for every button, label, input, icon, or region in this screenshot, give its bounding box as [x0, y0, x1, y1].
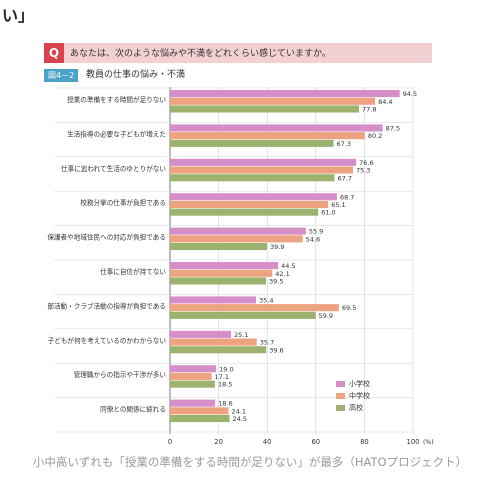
value-label: 87.5 [386, 125, 400, 133]
bar-elementary [170, 124, 383, 132]
bar-high-school [170, 415, 230, 423]
category-label: 授業の準備をする時間が足りない [67, 95, 166, 104]
figure-title: 教員の仕事の悩み・不満 [86, 70, 186, 80]
bar-elementary [170, 399, 216, 407]
x-axis-ticks: 0 20 40 60 80 100 (%) [168, 438, 434, 446]
bar-high-school [170, 346, 267, 354]
top-heading-fragment: い」 [2, 6, 35, 25]
value-label: 75.3 [356, 167, 370, 175]
bar-high-school [170, 208, 319, 216]
bar-elementary [170, 227, 306, 235]
x-tick-label: 80 [360, 438, 369, 446]
bar-high-school [170, 174, 335, 182]
bar-elementary [170, 365, 217, 373]
value-label: 77.8 [362, 106, 376, 114]
value-label: 76.6 [359, 159, 373, 167]
category-label: 生活指導の必要な子どもが増えた [67, 129, 166, 138]
bar-chart: 授業の準備をする時間が足りない生活指導の必要な子どもが増えた仕事に追われて生活の… [47, 87, 434, 446]
category-label: 子どもが何を考えているのかわからない [48, 336, 167, 345]
value-label: 67.7 [338, 174, 352, 182]
category-label: 保護者や地域住民への対応が負担である [47, 233, 166, 242]
legend-label-elementary: 小学校 [349, 380, 370, 388]
value-label: 84.4 [378, 98, 392, 106]
bar-junior-high [170, 338, 257, 346]
bar-high-school [170, 380, 215, 388]
bar-elementary [170, 262, 279, 270]
legend-swatch-elementary [336, 381, 345, 387]
value-label: 19.0 [219, 365, 233, 373]
value-label: 67.3 [337, 140, 351, 148]
legend-item-elementary: 小学校 [336, 378, 370, 390]
bar-high-school [170, 243, 267, 251]
bar-junior-high [170, 132, 365, 140]
x-tick-label: 100 [407, 438, 420, 446]
bar-elementary [170, 158, 357, 166]
figure-badge: 図4－2 [44, 69, 79, 82]
legend-swatch-high-school [336, 405, 345, 411]
value-label: 18.5 [218, 381, 232, 389]
x-tick-label: 60 [311, 438, 320, 446]
bar-high-school [170, 311, 316, 319]
value-label: 54.6 [306, 235, 320, 243]
x-unit-label: (%) [423, 439, 434, 446]
bar-high-school [170, 139, 334, 147]
category-label: 校務分掌の仕事が負担である [80, 198, 166, 207]
value-label: 24.1 [232, 407, 246, 415]
value-label: 59.9 [319, 312, 333, 320]
chart-legend: 小学校 中学校 高校 [336, 378, 370, 414]
bar-junior-high [170, 166, 353, 174]
value-label: 24.5 [233, 415, 247, 423]
bar-junior-high [170, 269, 273, 277]
value-label: 18.6 [218, 400, 232, 408]
value-label: 39.6 [269, 346, 283, 354]
bar-elementary [170, 330, 231, 338]
value-label: 44.5 [281, 262, 295, 270]
category-label: 仕事に追われて生活のゆとりがない [61, 164, 166, 173]
bar-elementary [170, 296, 257, 304]
legend-label-junior-high: 中学校 [349, 392, 370, 400]
value-label: 65.1 [331, 201, 345, 209]
value-label: 68.7 [340, 193, 354, 201]
value-label: 39.9 [270, 243, 284, 251]
value-label: 61.0 [321, 209, 335, 217]
legend-swatch-junior-high [336, 393, 345, 399]
question-text: あなたは、次のような悩みや不満をどれくらい感じていますか。 [70, 49, 331, 59]
value-label: 69.5 [342, 304, 356, 312]
figure-caption: 小中高いずれも「授業の準備をする時間が足りない」が最多（HATOプロジェクト） [32, 455, 468, 469]
category-labels: 授業の準備をする時間が足りない生活指導の必要な子どもが増えた仕事に追われて生活の… [47, 95, 166, 414]
value-label: 94.5 [403, 90, 417, 98]
value-label: 42.1 [275, 270, 289, 278]
category-label: 管理職からの指示や干渉が多い [74, 370, 167, 379]
bar-high-school [170, 277, 266, 285]
legend-label-high-school: 高校 [349, 404, 363, 412]
category-label: 部活動・クラブ活動の指導が負担である [47, 301, 166, 310]
bar-junior-high [170, 97, 376, 105]
chart-bars [170, 90, 400, 423]
question-banner [44, 43, 432, 63]
bar-junior-high [170, 407, 229, 415]
value-label: 25.1 [234, 331, 248, 339]
value-label: 55.9 [309, 228, 323, 236]
bar-junior-high [170, 200, 329, 208]
value-label: 80.2 [368, 132, 382, 140]
bar-elementary [170, 193, 337, 201]
bar-junior-high [170, 235, 303, 243]
legend-item-junior-high: 中学校 [336, 390, 370, 402]
category-label: 仕事に自信が持てない [100, 267, 166, 276]
x-tick-label: 40 [263, 438, 272, 446]
x-tick-label: 20 [214, 438, 223, 446]
category-label: 同僚との関係に疲れる [100, 405, 166, 414]
legend-item-high-school: 高校 [336, 402, 370, 414]
bar-junior-high [170, 304, 339, 312]
bar-junior-high [170, 372, 212, 380]
question-badge: Q [44, 43, 64, 63]
value-labels: 94.5 84.477.8 87.5 80.2 67.3 76.675.3 67.7 68.7… [215, 90, 418, 423]
value-label: 35.4 [259, 297, 273, 305]
value-label: 35.7 [260, 339, 274, 347]
value-label: 39.5 [269, 278, 283, 286]
bar-elementary [170, 90, 400, 98]
bar-high-school [170, 105, 360, 113]
x-tick-label: 0 [168, 438, 172, 446]
value-label: 17.1 [215, 373, 229, 381]
